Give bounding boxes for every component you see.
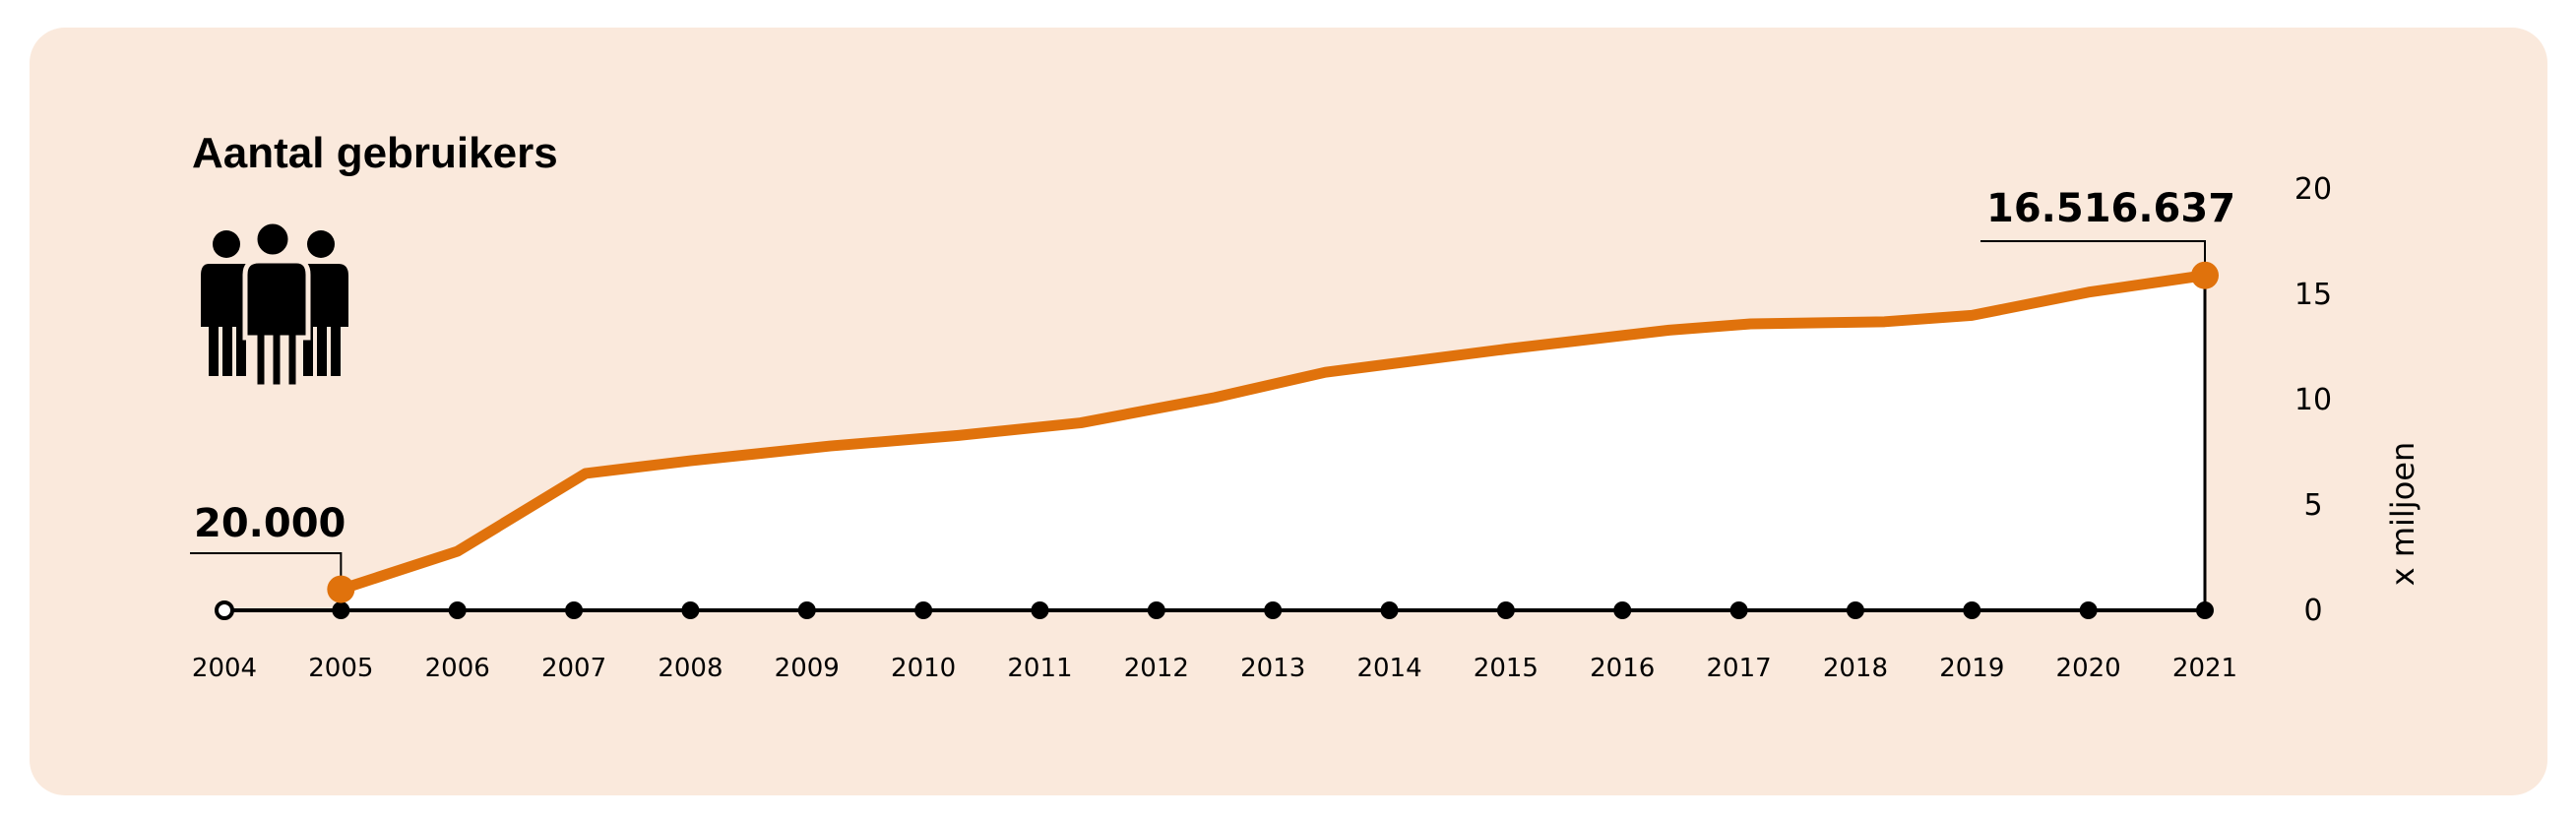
y-tick-label: 0 [2303,594,2322,628]
x-tick-dot [1846,601,1864,619]
x-tick-dot [1613,601,1632,619]
x-tick-label: 2011 [1007,654,1072,683]
x-tick-dot [215,600,234,620]
x-tick-label: 2013 [1240,654,1305,683]
x-tick-dot [448,601,467,619]
x-tick-label: 2008 [658,654,723,683]
chart-title: Aantal gebruikers [192,129,558,177]
x-tick-label: 2016 [1590,654,1655,683]
x-tick-dot [1031,601,1049,619]
x-tick-label: 2018 [1823,654,1888,683]
y-tick-label: 5 [2303,488,2322,523]
x-tick-label: 2017 [1707,654,1772,683]
annotations: 20.000 16.516.637 [190,186,2235,603]
x-tick-dot [565,601,584,619]
x-tick-label: 2009 [775,654,840,683]
x-tick-dot [1963,601,1981,619]
x-tick-dot [681,601,700,619]
y-tick-label: 20 [2294,172,2332,207]
x-tick-dot [914,601,933,619]
callout-label: 20.000 [194,501,346,546]
x-tick-dot [1496,601,1515,619]
x-tick-dot [2079,601,2098,619]
data-point [327,575,355,603]
x-tick-label: 2010 [891,654,956,683]
x-tick-label: 2007 [541,654,606,683]
x-tick-label: 2014 [1356,654,1421,683]
callout-label: 16.516.637 [1986,186,2235,231]
y-tick-label: 15 [2294,278,2332,312]
x-axis: 2004 2005 2006 2007 2008 2009 2010 2011 2012 2013… [192,600,2237,683]
x-tick-dot [1729,601,1748,619]
x-tick-label: 2015 [1474,654,1539,683]
x-tick-dot [1264,601,1283,619]
x-tick-dot [797,601,816,619]
plot-area [224,270,2211,612]
x-tick-label: 2019 [1939,654,2004,683]
x-tick-label: 2005 [308,654,373,683]
y-axis: 0 5 10 15 20 [2294,172,2332,628]
x-tick-dot [332,601,350,619]
x-tick-label: 2020 [2056,654,2121,683]
x-tick-dot [1147,601,1165,619]
callout-leader [1980,240,2206,276]
x-tick-label: 2004 [192,654,257,683]
series-line [335,270,2211,596]
x-tick-label: 2012 [1124,654,1189,683]
users-group-icon [201,219,348,390]
y-tick-label: 10 [2294,383,2332,417]
x-tick-label: 2006 [425,654,490,683]
area-fill [341,275,2206,610]
x-tick-dot [1380,601,1399,619]
callout-leader [190,552,343,590]
x-tick-label: 2021 [2172,654,2237,683]
data-point [2191,261,2219,289]
y-axis-label: x miljoen [2384,442,2421,587]
x-tick-dot [2196,601,2214,619]
